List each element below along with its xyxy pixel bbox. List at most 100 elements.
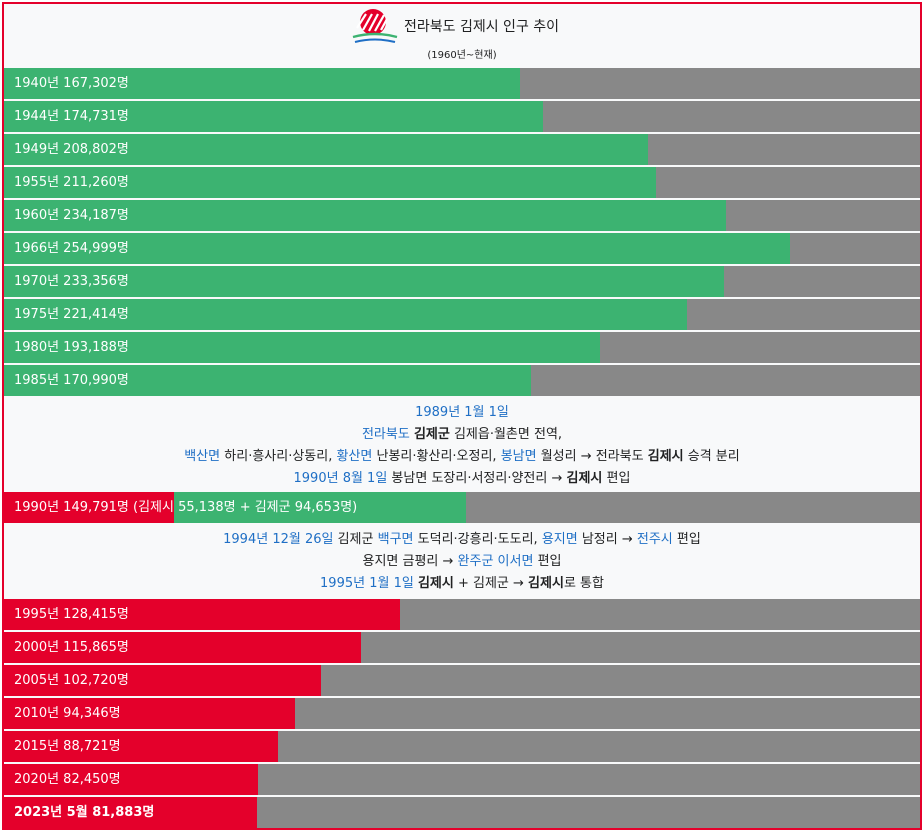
bar-label-1975: 1975년 221,414명 <box>14 307 129 322</box>
bar-2023 <box>4 797 257 828</box>
bar-label-1944: 1944년 174,731명 <box>14 109 129 124</box>
note-link[interactable]: 1990년 8월 1일 <box>293 471 388 486</box>
bar-2000 <box>4 632 361 663</box>
bar-1955 <box>4 167 656 198</box>
note-text: 승격 분리 <box>683 449 740 464</box>
bar-1975 <box>4 299 687 330</box>
bar-label-2023: 2023년 5월 81,883명 <box>14 805 155 820</box>
bar-2020 <box>4 764 258 795</box>
note-text: 하리·흥사리·상동리, <box>220 449 337 464</box>
note-text: 봉남면 도장리·서정리·양전리 → <box>387 471 567 486</box>
bar-1990-city <box>4 492 174 523</box>
history-note-1989: 1989년 1월 1일 전라북도 김제군 김제읍·월촌면 전역, 백산면 하리·흥사… <box>4 398 920 490</box>
bar-1944 <box>4 101 543 132</box>
note1-line: 1990년 8월 1일 봉남면 도장리·서정리·양전리 → 김제시 편입 <box>4 468 920 490</box>
note2-line: 1994년 12월 26일 김제군 백구면 도덕리·강흥리·도도리, 용지면 남… <box>4 529 920 551</box>
note-text: 도덕리·강흥리·도도리, <box>413 532 542 547</box>
bar-1960 <box>4 200 726 231</box>
note-link[interactable]: 백산면 <box>184 449 221 464</box>
bar-1990-county <box>174 492 466 523</box>
bar-row-2005: 2005년 102,720명 <box>4 665 920 696</box>
bar-label-1960: 1960년 234,187명 <box>14 208 129 223</box>
bar-2005 <box>4 665 321 696</box>
note-text: 편입 <box>672 532 701 547</box>
chart-title: 전라북도 김제시 인구 추이 <box>404 19 560 35</box>
bar-label-1985: 1985년 170,990명 <box>14 373 129 388</box>
bar-label-2015: 2015년 88,721명 <box>14 739 121 754</box>
bar-row-1985: 1985년 170,990명 <box>4 365 920 396</box>
bar-row-2023: 2023년 5월 81,883명 <box>4 797 920 828</box>
bar-label-2010: 2010년 94,346명 <box>14 706 121 721</box>
note-link[interactable]: 황산면 <box>336 449 373 464</box>
bar-label-1940: 1940년 167,302명 <box>14 76 129 91</box>
chart-header: 전라북도 김제시 인구 추이 (1960년~현재) <box>4 4 920 68</box>
bar-row-1990: 1990년 149,791명 (김제시 55,138명 + 김제군 94,653… <box>4 492 920 523</box>
note-text: 편입 <box>602 471 631 486</box>
note-link[interactable]: 완주군 이서면 <box>457 554 534 569</box>
bar-row-1960: 1960년 234,187명 <box>4 200 920 231</box>
note-text: 월성리 → 전라북도 <box>536 449 648 464</box>
note-text: + 김제군 → <box>453 576 529 591</box>
note2-line: 용지면 금평리 → 완주군 이서면 편입 <box>4 551 920 573</box>
bar-row-2020: 2020년 82,450명 <box>4 764 920 795</box>
bar-row-1966: 1966년 254,999명 <box>4 233 920 264</box>
bar-row-1949: 1949년 208,802명 <box>4 134 920 165</box>
bar-label-2000: 2000년 115,865명 <box>14 640 129 655</box>
bar-label-1949: 1949년 208,802명 <box>14 142 129 157</box>
note-link[interactable]: 봉남면 <box>500 449 537 464</box>
note-text: 김제시 <box>647 449 684 464</box>
note2-line: 1995년 1월 1일 김제시 + 김제군 → 김제시로 통합 <box>4 573 920 595</box>
bar-1940 <box>4 68 520 99</box>
note-text: 편입 <box>533 554 562 569</box>
bar-label-2005: 2005년 102,720명 <box>14 673 129 688</box>
bar-1970 <box>4 266 724 297</box>
bar-row-1940: 1940년 167,302명 <box>4 68 920 99</box>
note-text: 김제군 <box>333 532 378 547</box>
bar-row-2010: 2010년 94,346명 <box>4 698 920 729</box>
bar-1985 <box>4 365 531 396</box>
bar-row-1955: 1955년 211,260명 <box>4 167 920 198</box>
bar-1966 <box>4 233 790 264</box>
bars-group-1990: 1990년 149,791명 (김제시 55,138명 + 김제군 94,653… <box>4 492 920 523</box>
note-text: 남정리 → <box>577 532 637 547</box>
note1-line: 1989년 1월 1일 <box>4 402 920 424</box>
bar-1949 <box>4 134 648 165</box>
note-link[interactable]: 1989년 1월 1일 <box>415 405 509 420</box>
note-text: 김제시 <box>528 576 564 591</box>
bar-row-1944: 1944년 174,731명 <box>4 101 920 132</box>
bar-2010 <box>4 698 295 729</box>
bars-group-1995-2023: 1995년 128,415명 2000년 115,865명 2005년 102,72… <box>4 599 920 828</box>
note-text: 김제군 <box>413 427 450 442</box>
note-link[interactable]: 전라북도 <box>361 427 410 442</box>
bar-row-2000: 2000년 115,865명 <box>4 632 920 663</box>
bar-1980 <box>4 332 600 363</box>
bars-group-1940-1985: 1940년 167,302명 1944년 174,731명 1949년 208,80… <box>4 68 920 396</box>
bar-row-1995: 1995년 128,415명 <box>4 599 920 630</box>
bar-label-1966: 1966년 254,999명 <box>14 241 129 256</box>
note-link[interactable]: 1995년 1월 1일 <box>320 576 414 591</box>
history-note-1995: 1994년 12월 26일 김제군 백구면 도덕리·강흥리·도도리, 용지면 남… <box>4 525 920 597</box>
note-link[interactable]: 전주시 <box>636 532 673 547</box>
bar-row-2015: 2015년 88,721명 <box>4 731 920 762</box>
note-link[interactable]: 용지면 <box>541 532 578 547</box>
note-text: 김제시 <box>566 471 603 486</box>
note-text: 용지면 금평리 → <box>362 554 458 569</box>
bar-row-1975: 1975년 221,414명 <box>4 299 920 330</box>
note1-line: 전라북도 김제군 김제읍·월촌면 전역, <box>4 424 920 446</box>
note-text: 난봉리·황산리·오정리, <box>372 449 501 464</box>
gimje-city-logo <box>352 9 398 43</box>
note1-line: 백산면 하리·흥사리·상동리, 황산면 난봉리·황산리·오정리, 봉남면 월성리… <box>4 446 920 468</box>
note-text: 김제시 <box>417 576 454 591</box>
note-text: 로 통합 <box>563 576 604 591</box>
bar-1995 <box>4 599 400 630</box>
bar-label-1990: 1990년 149,791명 (김제시 55,138명 + 김제군 94,653… <box>14 500 358 515</box>
bar-2015 <box>4 731 278 762</box>
note-link[interactable]: 1994년 12월 26일 <box>223 532 334 547</box>
chart-subtitle: (1960년~현재) <box>427 50 497 61</box>
bar-label-1980: 1980년 193,188명 <box>14 340 129 355</box>
note-link[interactable]: 백구면 <box>377 532 414 547</box>
bar-row-1970: 1970년 233,356명 <box>4 266 920 297</box>
bar-label-1970: 1970년 233,356명 <box>14 274 129 289</box>
bar-label-1955: 1955년 211,260명 <box>14 175 129 190</box>
